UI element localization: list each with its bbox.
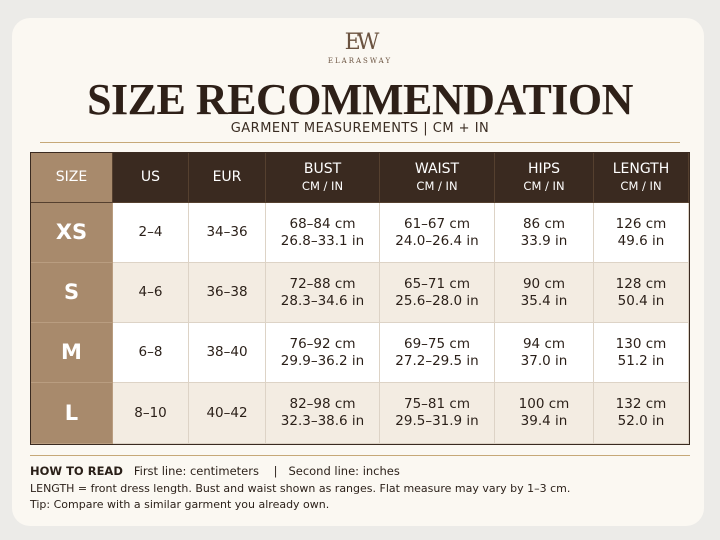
- cell-line: 132 cm: [615, 396, 667, 412]
- table-cell: 90 cm 35.4 in: [495, 263, 594, 323]
- cell-line: 69–75 cm: [404, 335, 470, 352]
- cell-line: 24.0–26.4 in: [395, 232, 479, 249]
- header-label: US: [140, 169, 161, 185]
- table-cell: 34–36: [189, 203, 266, 263]
- size-cell: S: [31, 263, 113, 323]
- cell-line: 32.3–38.6 in: [280, 413, 365, 429]
- cell-line: 37.0 in: [520, 352, 568, 369]
- cell-line: 130 cm: [615, 335, 667, 352]
- table-cell: 69–75 cm 27.2–29.5 in: [380, 323, 495, 383]
- header-cell: US: [113, 153, 189, 203]
- header-label: SIZE: [55, 169, 88, 185]
- size-cell: M: [31, 323, 113, 383]
- table-cell: 128 cm 50.4 in: [594, 263, 689, 323]
- note-text: Tip: Compare with a similar garment you …: [30, 498, 330, 511]
- cell-line: 29.9–36.2 in: [280, 352, 365, 369]
- header-label: WAIST: [414, 160, 460, 177]
- note-text: LENGTH = front dress length. Bust and wa…: [30, 482, 571, 495]
- table-cell: 61–67 cm 24.0–26.4 in: [380, 203, 495, 263]
- table-cell: 36–38: [189, 263, 266, 323]
- size-cell: XS: [31, 203, 113, 263]
- cell-line: 86 cm: [522, 215, 566, 232]
- cell-line: 27.2–29.5 in: [395, 352, 479, 369]
- header-cell: SIZE: [31, 153, 113, 203]
- header-unit: CM / IN: [523, 178, 565, 193]
- note-text: Second line: inches: [288, 464, 400, 478]
- cell-line: 82–98 cm: [289, 396, 356, 412]
- table-cell: 130 cm 51.2 in: [594, 323, 689, 383]
- cell-line: 26.8–33.1 in: [280, 232, 365, 249]
- table-cell: 132 cm 52.0 in: [594, 383, 689, 444]
- header-label: EUR: [212, 169, 242, 185]
- table-cell: 75–81 cm 29.5–31.9 in: [380, 383, 495, 444]
- table-cell: 8–10: [113, 383, 189, 444]
- note-label: HOW TO READ: [30, 464, 123, 478]
- table-cell: 126 cm 49.6 in: [594, 203, 689, 263]
- header-cell: BUST CM / IN: [266, 153, 380, 203]
- table-cell: 38–40: [189, 323, 266, 383]
- table-cell: 2–4: [113, 203, 189, 263]
- table-cell: 94 cm 37.0 in: [495, 323, 594, 383]
- monogram: EW: [344, 30, 380, 55]
- cell-line: 49.6 in: [617, 232, 665, 249]
- divider: [40, 142, 680, 143]
- cell-line: 51.2 in: [617, 352, 665, 369]
- cell-line: 25.6–28.0 in: [395, 292, 479, 309]
- cell-line: 76–92 cm: [289, 335, 356, 352]
- note: HOW TO READ First line: centimeters | Se…: [30, 464, 400, 478]
- table-cell: 4–6: [113, 263, 189, 323]
- table-cell: 72–88 cm 28.3–34.6 in: [266, 263, 380, 323]
- table-cell: 82–98 cm 32.3–38.6 in: [266, 383, 380, 444]
- cell-line: 68–84 cm: [289, 215, 356, 232]
- cell-line: 75–81 cm: [404, 396, 470, 412]
- cell-line: 128 cm: [615, 275, 667, 292]
- cell-line: 94 cm: [522, 335, 566, 352]
- separator: |: [273, 464, 278, 478]
- divider: [30, 455, 690, 456]
- table-cell: 40–42: [189, 383, 266, 444]
- header-unit: CM / IN: [301, 178, 344, 193]
- header-cell: WAIST CM / IN: [380, 153, 495, 203]
- header-label: LENGTH: [612, 160, 670, 177]
- size-table: SIZE US EUR BUST CM / IN WAIST CM / IN HIPS CM /…: [30, 152, 690, 445]
- cell-line: 39.4 in: [520, 413, 568, 429]
- header-label: BUST: [303, 160, 342, 177]
- table-cell: 6–8: [113, 323, 189, 383]
- table-cell: 65–71 cm 25.6–28.0 in: [380, 263, 495, 323]
- table-cell: 86 cm 33.9 in: [495, 203, 594, 263]
- subtitle: GARMENT MEASUREMENTS | CM + IN: [230, 121, 490, 136]
- table-cell: 100 cm 39.4 in: [495, 383, 594, 444]
- header-label: HIPS: [528, 160, 560, 177]
- table-cell: 76–92 cm 29.9–36.2 in: [266, 323, 380, 383]
- cell-line: 29.5–31.9 in: [395, 413, 479, 429]
- header-unit: CM / IN: [416, 178, 458, 193]
- cell-line: 28.3–34.6 in: [280, 292, 365, 309]
- header-unit: CM / IN: [620, 178, 662, 193]
- note-text: First line: centimeters: [133, 464, 259, 478]
- size-cell: L: [31, 383, 113, 444]
- header-cell: EUR: [189, 153, 266, 203]
- cell-line: 126 cm: [615, 215, 667, 232]
- cell-line: 65–71 cm: [404, 275, 470, 292]
- title: SIZE RECOMMENDATION: [87, 75, 633, 124]
- cell-line: 50.4 in: [617, 292, 665, 309]
- cell-line: 33.9 in: [520, 232, 568, 249]
- cell-line: 35.4 in: [520, 292, 568, 309]
- cell-line: 61–67 cm: [404, 215, 470, 232]
- cell-line: 100 cm: [518, 396, 570, 412]
- cell-line: 90 cm: [522, 275, 566, 292]
- header-cell: LENGTH CM / IN: [594, 153, 689, 203]
- cell-line: 52.0 in: [617, 413, 665, 429]
- header-cell: HIPS CM / IN: [495, 153, 594, 203]
- table-cell: 68–84 cm 26.8–33.1 in: [266, 203, 380, 263]
- cell-line: 72–88 cm: [289, 275, 356, 292]
- brand: ELARASWAY: [327, 57, 393, 65]
